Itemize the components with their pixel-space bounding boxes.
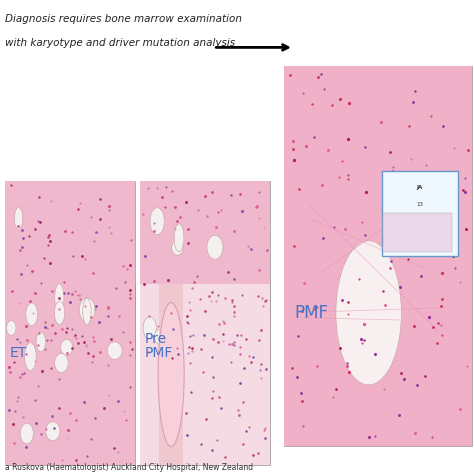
Ellipse shape: [336, 241, 401, 385]
FancyBboxPatch shape: [284, 66, 472, 446]
Text: Diagnosis requires bone marrow examination: Diagnosis requires bone marrow examinati…: [5, 14, 242, 24]
FancyBboxPatch shape: [140, 284, 270, 465]
FancyBboxPatch shape: [5, 181, 135, 361]
Ellipse shape: [150, 208, 164, 235]
FancyBboxPatch shape: [159, 284, 183, 465]
Ellipse shape: [26, 303, 37, 326]
Text: JA: JA: [417, 185, 423, 190]
Ellipse shape: [207, 236, 223, 259]
Ellipse shape: [55, 284, 64, 311]
FancyBboxPatch shape: [382, 171, 457, 256]
FancyBboxPatch shape: [140, 284, 270, 465]
Ellipse shape: [25, 343, 36, 371]
FancyBboxPatch shape: [140, 284, 270, 465]
Text: with karyotype and driver mutation analysis: with karyotype and driver mutation analy…: [5, 38, 235, 48]
Ellipse shape: [36, 332, 46, 352]
Ellipse shape: [55, 301, 65, 325]
Text: 13: 13: [416, 202, 423, 207]
Ellipse shape: [143, 317, 156, 339]
Text: a Ruskova (Haematologist) Auckland City Hospital, New Zealand: a Ruskova (Haematologist) Auckland City …: [5, 463, 253, 472]
Ellipse shape: [79, 298, 95, 322]
Ellipse shape: [158, 302, 184, 447]
FancyBboxPatch shape: [284, 66, 472, 446]
FancyBboxPatch shape: [140, 181, 270, 361]
FancyBboxPatch shape: [284, 66, 472, 446]
Ellipse shape: [107, 342, 122, 359]
Ellipse shape: [14, 208, 23, 229]
FancyBboxPatch shape: [383, 213, 452, 252]
Ellipse shape: [61, 339, 73, 356]
FancyBboxPatch shape: [5, 181, 135, 361]
Ellipse shape: [83, 298, 91, 325]
FancyBboxPatch shape: [5, 284, 135, 465]
Text: Pre
PMF: Pre PMF: [145, 332, 173, 360]
Ellipse shape: [172, 240, 183, 255]
Ellipse shape: [46, 422, 60, 441]
Ellipse shape: [154, 328, 171, 346]
FancyBboxPatch shape: [5, 284, 135, 465]
Ellipse shape: [7, 320, 16, 336]
FancyBboxPatch shape: [140, 181, 270, 361]
Ellipse shape: [55, 353, 68, 373]
Text: ET: ET: [9, 346, 27, 360]
Ellipse shape: [174, 224, 184, 252]
Ellipse shape: [20, 423, 33, 444]
Text: PMF: PMF: [294, 304, 328, 322]
